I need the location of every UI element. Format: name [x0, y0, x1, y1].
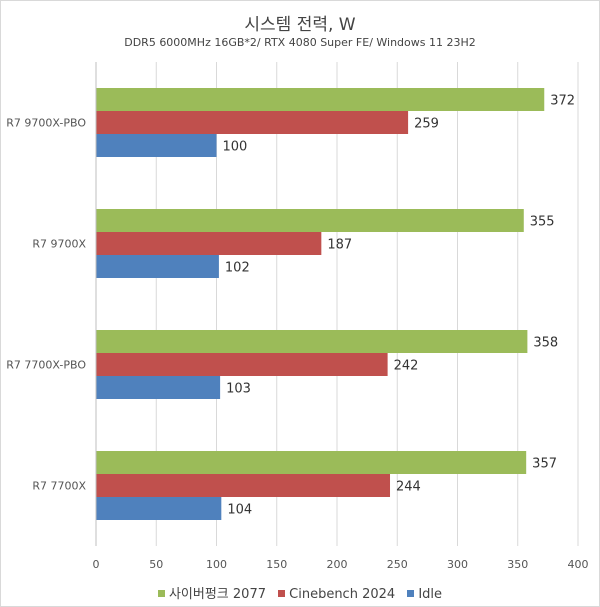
data-label-s2-c2: 103	[226, 382, 251, 397]
category-label-1: R7 9700X	[32, 238, 86, 251]
bar-s2-c0	[96, 134, 217, 157]
bar-s1-c2	[96, 353, 388, 376]
legend-item-idle: Idle	[407, 587, 442, 602]
bar-s2-c1	[96, 255, 219, 278]
data-label-s0-c3: 357	[532, 457, 557, 472]
data-label-s2-c0: 100	[223, 140, 248, 155]
data-label-s0-c2: 358	[533, 336, 558, 351]
chart-subtitle: DDR5 6000MHz 16GB*2/ RTX 4080 Super FE/ …	[124, 36, 476, 49]
bar-s0-c0	[96, 88, 545, 111]
bar-s0-c2	[96, 330, 528, 353]
data-label-s2-c3: 104	[227, 503, 252, 518]
legend-item-cyberpunk: 사이버펑크 2077	[157, 583, 266, 602]
category-label-0: R7 9700X-PBO	[6, 117, 86, 130]
legend-label-cinebench: Cinebench 2024	[289, 587, 396, 602]
bar-s0-c1	[96, 209, 524, 232]
data-label-s1-c1: 187	[327, 238, 352, 253]
x-tick-label-2: 100	[206, 558, 227, 571]
legend-swatch-cinebench	[278, 590, 286, 597]
data-label-s1-c0: 259	[414, 117, 439, 132]
x-tick-label-4: 200	[327, 558, 348, 571]
bar-s2-c2	[96, 376, 221, 399]
x-tick-label-7: 350	[507, 558, 528, 571]
bar-s1-c0	[96, 111, 409, 134]
x-tick-label-1: 50	[149, 558, 163, 571]
legend-swatch-cyberpunk	[157, 590, 165, 597]
data-label-s2-c1: 102	[225, 261, 250, 276]
x-tick-label-8: 400	[568, 558, 589, 571]
category-label-2: R7 7700X-PBO	[6, 359, 86, 372]
data-label-s0-c1: 355	[530, 215, 555, 230]
legend-swatch-idle	[407, 590, 415, 597]
bar-s1-c1	[96, 232, 322, 255]
data-label-s1-c3: 244	[396, 480, 421, 495]
bar-s2-c3	[96, 497, 222, 520]
bar-s0-c3	[96, 451, 527, 474]
bar-s1-c3	[96, 474, 391, 497]
legend-label-cyberpunk: 사이버펑크 2077	[168, 587, 266, 602]
x-tick-label-0: 0	[93, 558, 100, 571]
data-label-s1-c2: 242	[394, 359, 419, 374]
x-tick-label-3: 150	[266, 558, 287, 571]
x-tick-label-5: 250	[387, 558, 408, 571]
data-label-s0-c0: 372	[550, 94, 575, 109]
category-label-3: R7 7700X	[32, 480, 86, 493]
x-tick-label-6: 300	[447, 558, 468, 571]
legend: 사이버펑크 2077 Cinebench 2024 Idle	[0, 583, 600, 602]
chart-title: 시스템 전력, W	[244, 15, 356, 35]
legend-label-idle: Idle	[418, 587, 443, 602]
legend-item-cinebench: Cinebench 2024	[278, 587, 395, 602]
